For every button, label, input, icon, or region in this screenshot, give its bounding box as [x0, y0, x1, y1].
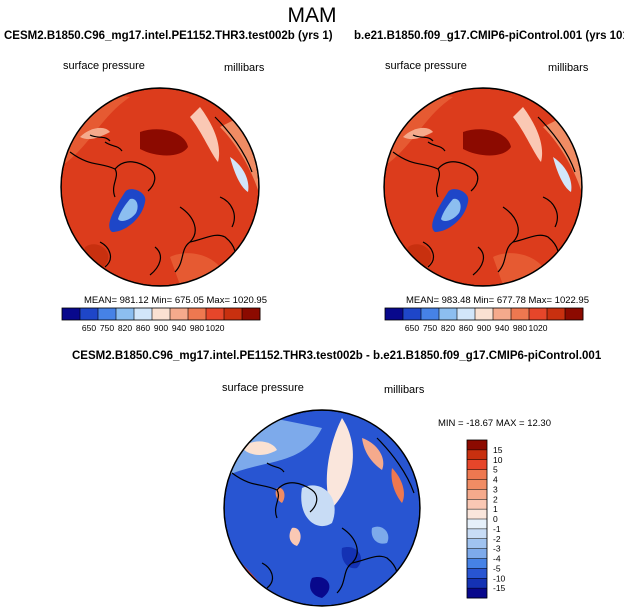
colorbar-2-swatch: [385, 308, 404, 320]
colorbar-2-frame: [384, 307, 584, 321]
colorbar-1-frame: [61, 307, 261, 321]
colorbar-diff-swatch: [467, 578, 487, 589]
colorbar-2-swatch: [421, 308, 440, 320]
panel-2-units-label: millibars: [548, 62, 589, 74]
colorbar-diff-tick-label: -10: [493, 573, 506, 583]
colorbar-diff-tick-label: -5: [493, 563, 501, 573]
season-title: MAM: [287, 4, 337, 27]
diff-variable-label: surface pressure: [222, 382, 304, 394]
colorbar-2-swatch: [403, 308, 422, 320]
colorbar-diff-swatch: [467, 499, 487, 510]
panel-1-variable-label: surface pressure: [63, 60, 145, 72]
colorbar-2-tick-label: 650: [405, 323, 419, 333]
colorbar-1-swatch: [170, 308, 189, 320]
colorbar-1-tick-label: 900: [154, 323, 168, 333]
colorbar-diff-tick-label: -1: [493, 524, 501, 534]
colorbar-1-tick-label: 1020: [206, 323, 225, 333]
colorbar-2-swatch: [565, 308, 584, 320]
map-border-2: [383, 87, 583, 287]
colorbar-diff-swatch: [467, 519, 487, 530]
colorbar-2-tick-label: 750: [423, 323, 437, 333]
colorbar-diff-tick-label: -2: [493, 534, 501, 544]
colorbar-diff-tick-label: 15: [493, 445, 503, 455]
panel-1-stats: MEAN= 981.12 Min= 675.05 Max= 1020.95: [84, 295, 267, 306]
colorbar-2-swatch: [493, 308, 512, 320]
colorbar-diff-tick-label: 4: [493, 475, 498, 485]
colorbar-diff-swatch: [467, 528, 487, 540]
colorbar-1-swatch: [188, 308, 207, 320]
colorbar-1-swatch: [242, 308, 261, 320]
colorbar-2-swatch: [547, 308, 566, 320]
colorbar-diff-swatch: [467, 469, 487, 480]
colorbar-diff-tick-label: 5: [493, 465, 498, 475]
colorbar-2-tick-label: 940: [495, 323, 509, 333]
colorbar-2-tick-label: 1020: [529, 323, 548, 333]
colorbar-1-swatch: [80, 308, 99, 320]
colorbar-diff-swatch: [467, 568, 487, 579]
diff-units-label: millibars: [384, 384, 425, 396]
panel-2-stats: MEAN= 983.48 Min= 677.78 Max= 1022.95: [406, 295, 589, 306]
colorbar-diff-swatch: [467, 588, 487, 599]
colorbar-2-swatch: [475, 308, 494, 320]
colorbar-1-swatch: [62, 308, 81, 320]
colorbar-2-swatch: [439, 308, 458, 320]
colorbar-diff-tick-label: 2: [493, 494, 498, 504]
colorbar-diff-swatch: [467, 449, 487, 461]
colorbar-diff-tick-label: 3: [493, 484, 498, 494]
colorbar-1-tick-label: 940: [172, 323, 186, 333]
map-border-1: [60, 87, 260, 287]
colorbar-diff-tick-label: -15: [493, 583, 506, 593]
colorbar-2-tick-label: 980: [513, 323, 527, 333]
colorbar-2-swatch: [457, 308, 476, 320]
colorbar-2-swatch: [529, 308, 548, 320]
colorbar-1-swatch: [98, 308, 117, 320]
colorbar-2-tick-label: 860: [459, 323, 473, 333]
colorbar-1-tick-label: 750: [100, 323, 114, 333]
colorbar-1-swatch: [134, 308, 153, 320]
colorbar-1-swatch: [116, 308, 135, 320]
colorbar-diff-swatch: [467, 479, 487, 490]
panel-2-title: b.e21.B1850.f09_g17.CMIP6-piControl.001 …: [354, 30, 624, 42]
colorbar-diff-swatch: [467, 489, 487, 500]
colorbar-diff-tick-label: -3: [493, 544, 501, 554]
colorbar-2-tick-label: 900: [477, 323, 491, 333]
colorbar-1-tick-label: 980: [190, 323, 204, 333]
colorbar-diff-swatch: [467, 558, 487, 569]
colorbar-diff-tick-label: -4: [493, 554, 501, 564]
colorbar-2-tick-label: 820: [441, 323, 455, 333]
colorbar-diff-tick-label: 0: [493, 514, 498, 524]
colorbar-1-swatch: [206, 308, 225, 320]
map-difference: [224, 410, 420, 606]
colorbar-1-tick-label: 820: [118, 323, 132, 333]
colorbar-diff-swatch: [467, 538, 487, 550]
colorbar-1-swatch: [224, 308, 243, 320]
colorbar-diff-swatch: [467, 459, 487, 471]
colorbar-diff-tick-label: 1: [493, 504, 498, 514]
colorbar-diff-swatch: [467, 509, 487, 520]
map-border-diff: [223, 409, 421, 607]
diff-stats: MIN = -18.67 MAX = 12.30: [438, 418, 552, 429]
diff-title: CESM2.B1850.C96_mg17.intel.PE1152.THR3.t…: [72, 350, 602, 362]
colorbar-1-tick-label: 650: [82, 323, 96, 333]
colorbar-diff-tick-label: 10: [493, 455, 503, 465]
panel-1-units-label: millibars: [224, 62, 265, 74]
colorbar-diff-swatch: [467, 440, 487, 451]
colorbar-1-tick-label: 860: [136, 323, 150, 333]
colorbar-2-swatch: [511, 308, 530, 320]
colorbar-diff-swatch: [467, 548, 487, 559]
colorbar-1-swatch: [152, 308, 171, 320]
panel-1-title: CESM2.B1850.C96_mg17.intel.PE1152.THR3.t…: [4, 30, 333, 42]
panel-2-variable-label: surface pressure: [385, 60, 467, 72]
